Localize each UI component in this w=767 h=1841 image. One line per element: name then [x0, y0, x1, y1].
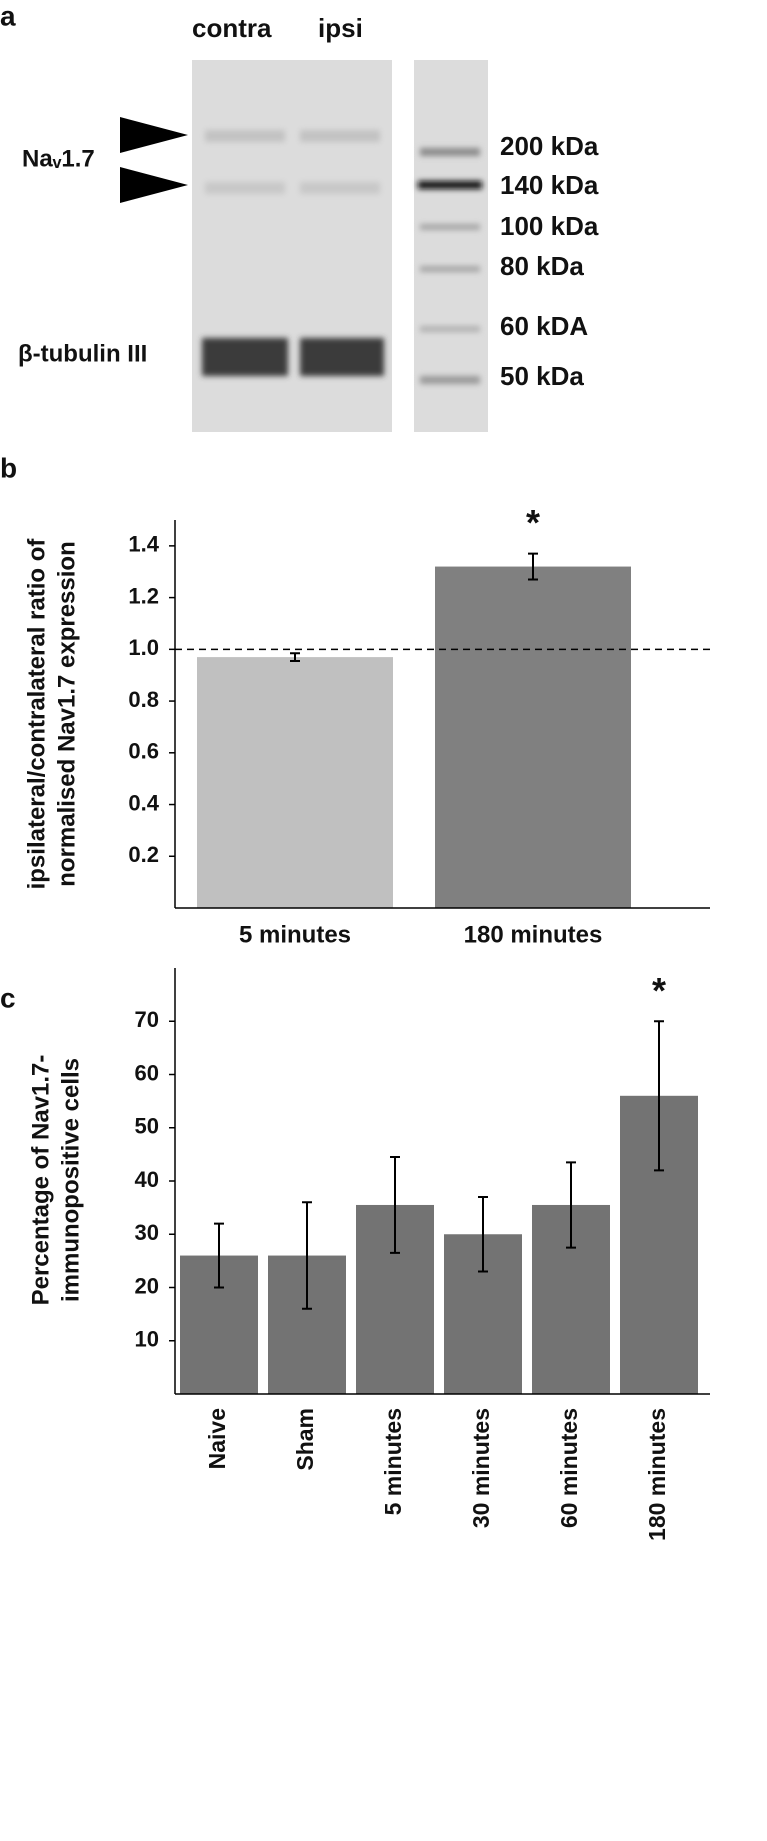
arrowhead: [120, 117, 188, 153]
marker-label: 140 kDa: [500, 170, 599, 200]
y-tick-label: 10: [135, 1327, 159, 1352]
error-bar: [528, 552, 538, 581]
x-tick-label: 60 minutes: [556, 1408, 582, 1528]
x-tick-label: 180 minutes: [644, 1408, 670, 1541]
y-tick-label: 0.4: [128, 790, 159, 815]
significance-mark: *: [526, 502, 540, 543]
panel-label: b: [0, 452, 17, 483]
error-bar: [654, 1020, 664, 1172]
y-axis-label: normalised Nav1.7 expression: [53, 541, 80, 887]
panel-label: c: [0, 982, 16, 1013]
y-tick-label: 0.2: [128, 842, 159, 867]
y-axis-label: Percentage of Nav1.7-: [27, 1055, 54, 1306]
marker-label: 80 kDa: [500, 251, 584, 281]
y-tick-label: 70: [135, 1007, 159, 1032]
x-tick-label: 5 minutes: [239, 921, 351, 948]
error-bar: [566, 1161, 576, 1249]
panel-a: a contra ipsi Naᵥ1.7 β-tubulin III 200 k…: [0, 0, 599, 432]
y-tick-label: 1.4: [128, 532, 159, 557]
error-bar: [478, 1195, 488, 1273]
y-axis-label: immunopositive cells: [57, 1058, 84, 1302]
bar: [435, 566, 631, 908]
x-tick-label: Sham: [292, 1408, 318, 1471]
x-tick-label: 180 minutes: [464, 921, 603, 948]
panel-label: a: [0, 0, 16, 31]
ladder-lane: [414, 60, 488, 432]
blot: [192, 60, 392, 432]
error-bar: [302, 1201, 312, 1310]
lane-label: contra: [192, 13, 272, 43]
band-label: Naᵥ1.7: [22, 145, 95, 172]
y-tick-label: 50: [135, 1114, 159, 1139]
marker-label: 200 kDa: [500, 131, 599, 161]
y-tick-label: 30: [135, 1220, 159, 1245]
marker-label: 100 kDa: [500, 211, 599, 241]
x-tick-label: 5 minutes: [380, 1408, 406, 1515]
marker-label: 50 kDa: [500, 361, 584, 391]
y-tick-label: 0.6: [128, 739, 159, 764]
bands: [202, 130, 482, 384]
y-tick-label: 1.0: [128, 635, 159, 660]
error-bar: [290, 652, 300, 662]
arrowhead: [120, 167, 188, 203]
bar: [197, 657, 393, 908]
x-tick-label: 30 minutes: [468, 1408, 494, 1528]
y-tick-label: 20: [135, 1273, 159, 1298]
lane-label: ipsi: [318, 13, 363, 43]
error-bar: [214, 1222, 224, 1289]
y-tick-label: 40: [135, 1167, 159, 1192]
x-tick-label: Naive: [204, 1408, 230, 1469]
y-axis-label: ipsilateral/contralateral ratio of: [23, 538, 50, 890]
marker-label: 60 kDA: [500, 311, 588, 341]
y-tick-label: 0.8: [128, 687, 159, 712]
significance-mark: *: [652, 970, 666, 1011]
error-bar: [390, 1156, 400, 1254]
y-tick-label: 60: [135, 1060, 159, 1085]
band-label: β-tubulin III: [18, 340, 147, 367]
y-tick-label: 1.2: [128, 583, 159, 608]
